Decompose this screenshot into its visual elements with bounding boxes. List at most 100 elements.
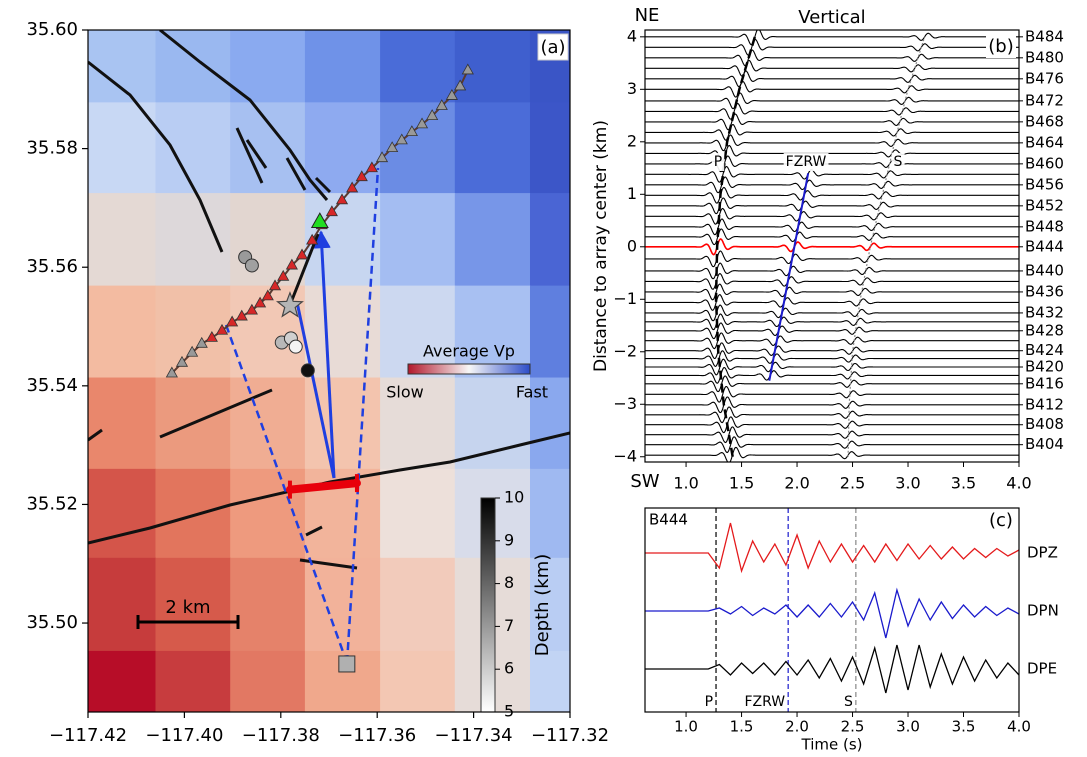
trace	[645, 239, 1019, 255]
velocity-cell	[230, 193, 305, 286]
x-tick-label: 1.5	[729, 474, 754, 493]
trace	[645, 387, 1019, 403]
y-tick-label: −3	[613, 394, 637, 413]
velocity-cell	[305, 30, 381, 103]
colorbar-high-label: Fast	[516, 383, 548, 402]
y-tick-label: 35.52	[26, 493, 78, 514]
x-tick-label: −117.34	[435, 725, 513, 746]
x-tick-label: −117.38	[242, 725, 320, 746]
velocity-cell	[530, 286, 571, 378]
panel-label: (a)	[540, 37, 565, 58]
velocity-cell	[155, 193, 230, 286]
y-tick-label: 2	[627, 131, 637, 150]
velocity-cell	[530, 651, 571, 713]
waveform	[645, 645, 1019, 693]
y-tick-label: −2	[613, 341, 637, 360]
trace	[645, 284, 1019, 300]
colorbar-tick-label: 5	[504, 702, 514, 721]
colorbar-label: Average Vp	[423, 342, 515, 361]
colorbar-tick-label: 8	[504, 573, 514, 592]
x-tick-label: 2.0	[784, 474, 809, 493]
velocity-cell	[155, 102, 230, 193]
station-label: B432	[1025, 303, 1064, 321]
trace	[645, 125, 1019, 141]
vp-colorbar	[408, 364, 530, 374]
colorbar-tick-label: 9	[504, 530, 514, 549]
station-label: B404	[1025, 435, 1064, 453]
depth-colorbar	[481, 498, 495, 712]
colorbar-tick-label: 7	[504, 616, 514, 635]
trace	[645, 407, 1019, 423]
trace	[645, 376, 1019, 392]
velocity-cell	[380, 651, 455, 713]
velocity-cell	[88, 651, 156, 713]
trace	[645, 156, 1019, 172]
trace	[645, 188, 1019, 204]
trace	[645, 209, 1019, 225]
x-tick-label: 1.5	[730, 718, 754, 736]
waveform	[645, 590, 1019, 638]
station-label: B436	[1025, 282, 1064, 300]
station-label: B412	[1025, 395, 1064, 413]
station-label: B472	[1025, 91, 1064, 109]
x-tick-label: −117.40	[145, 725, 223, 746]
trace	[645, 437, 1019, 453]
trace	[645, 82, 1019, 98]
station-label: B448	[1025, 217, 1064, 235]
source-point	[339, 656, 355, 672]
trace	[645, 114, 1019, 130]
trace	[645, 323, 1019, 339]
station-label: B476	[1025, 69, 1064, 87]
x-tick-label: 2.5	[840, 474, 865, 493]
component-label: DPZ	[1027, 544, 1058, 562]
velocity-cell	[155, 469, 230, 558]
velocity-cell	[455, 193, 531, 286]
x-tick-label: 4.0	[1006, 474, 1031, 493]
y-tick-label: 35.60	[26, 19, 78, 40]
waveform	[645, 523, 1019, 571]
velocity-cell	[155, 651, 230, 713]
trace	[645, 198, 1019, 214]
trace	[645, 29, 1019, 45]
velocity-cell	[88, 30, 156, 103]
record-section-marks: PFZRWS1.01.52.02.53.03.54.0−4−3−2−101234…	[591, 5, 1064, 493]
trace	[645, 135, 1019, 151]
velocity-cell	[380, 193, 455, 286]
velocity-cell	[305, 558, 381, 652]
plot-title: Vertical	[798, 7, 865, 28]
trace	[645, 71, 1019, 87]
station-label: B460	[1025, 154, 1064, 172]
x-axis-label: Time (s)	[801, 736, 863, 754]
y-tick-label: 35.50	[26, 612, 78, 633]
trace	[645, 447, 1019, 463]
x-tick-label: −117.36	[338, 725, 416, 746]
trace	[645, 368, 1019, 384]
station-label: B452	[1025, 196, 1064, 214]
station-label: B444	[649, 511, 688, 529]
trace	[645, 251, 1019, 267]
velocity-cell	[455, 102, 531, 193]
velocity-cell	[530, 469, 571, 558]
y-tick-label: 35.54	[26, 375, 78, 396]
trace	[645, 427, 1019, 443]
trace	[645, 351, 1019, 367]
station-label: B420	[1025, 357, 1064, 375]
x-tick-label: 1.0	[673, 474, 698, 493]
pick-curve	[769, 173, 808, 380]
pick-label: P	[705, 694, 713, 710]
panel-label: (b)	[988, 36, 1013, 57]
event	[289, 340, 302, 353]
component-label: DPN	[1027, 602, 1059, 620]
trace	[645, 61, 1019, 77]
station-label: B408	[1025, 415, 1064, 433]
x-tick-label: 3.0	[895, 474, 920, 493]
x-tick-label: 3.0	[896, 718, 920, 736]
velocity-cell	[380, 558, 455, 652]
y-axis-label: Distance to array center (km)	[591, 120, 611, 372]
velocity-cell	[88, 558, 156, 652]
station-label: B468	[1025, 112, 1064, 130]
station-label: B456	[1025, 175, 1064, 193]
velocity-cell	[230, 558, 305, 652]
y-tick-label: 35.56	[26, 256, 78, 277]
station-label: B464	[1025, 133, 1064, 151]
